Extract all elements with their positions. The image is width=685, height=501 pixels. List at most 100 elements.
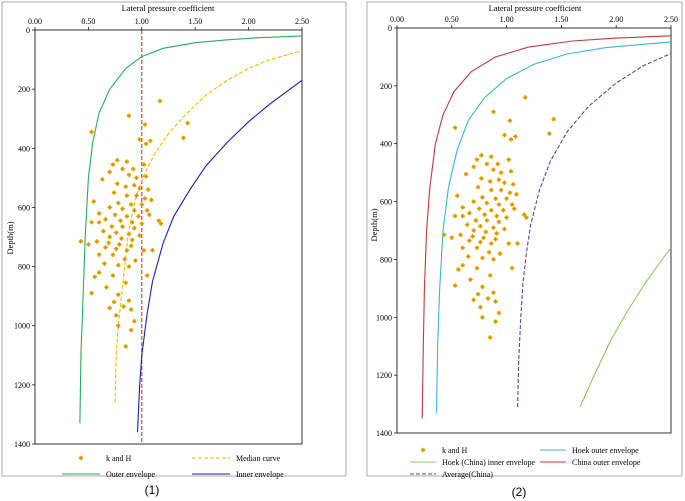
data-point	[504, 196, 509, 202]
data-point	[115, 200, 121, 206]
data-point	[137, 137, 143, 142]
data-point	[124, 159, 130, 164]
data-point	[130, 166, 136, 172]
data-point	[103, 244, 108, 250]
data-point	[481, 235, 486, 241]
panel-1-y-tick-label: 0	[26, 26, 30, 35]
panel-2-x-tick-label: 1.00	[500, 15, 514, 24]
panel-2-y-axis-title: Depth(m)	[369, 208, 379, 241]
data-point	[131, 225, 137, 231]
data-point	[94, 239, 100, 244]
data-point	[488, 241, 494, 246]
data-point	[139, 221, 145, 227]
data-point	[493, 236, 499, 242]
data-point	[137, 185, 143, 191]
data-point	[523, 215, 529, 220]
data-point	[144, 273, 150, 278]
data-point	[464, 222, 470, 228]
data-point	[480, 194, 485, 200]
data-point	[473, 217, 479, 223]
data-point	[498, 170, 504, 176]
data-point	[510, 181, 516, 187]
data-point	[142, 122, 148, 128]
data-point	[500, 207, 506, 213]
data-point	[147, 138, 153, 144]
data-point	[480, 255, 485, 261]
data-point	[124, 193, 130, 198]
data-point	[134, 175, 139, 181]
legend-item-hoek-outer-envelope: Hoek outer envelope	[540, 446, 639, 455]
panel-1-outer-envelope-line	[79, 35, 303, 424]
data-point	[139, 202, 145, 207]
data-point	[126, 264, 132, 269]
data-point	[502, 226, 507, 232]
data-point	[482, 212, 488, 217]
data-point	[113, 246, 119, 252]
legend-label: Hoek outer envelope	[572, 446, 639, 455]
legend-label: Average(China)	[442, 470, 493, 479]
panel-2-y-tick-label: 600	[380, 198, 392, 207]
data-point	[96, 270, 102, 275]
data-point	[452, 283, 458, 288]
panel-2-y-ticks: 0 200 400 600 800 1000 1200 1400	[376, 24, 397, 438]
data-point	[120, 224, 125, 230]
panel-1-x-tick-label: 1.00	[135, 17, 149, 26]
panel-2-x-tick-label: 0.00	[390, 15, 404, 24]
data-point	[493, 196, 499, 202]
data-point	[468, 277, 473, 283]
data-point	[485, 296, 491, 301]
panel-2-x-tick-label: 1.50	[554, 15, 568, 24]
data-point	[113, 230, 119, 235]
panel-1-x-tick-label: 0.00	[28, 17, 42, 26]
panel-2-y-tick-label: 400	[380, 140, 392, 149]
data-point	[142, 196, 148, 201]
data-point	[145, 187, 151, 193]
data-point	[131, 207, 137, 213]
data-point	[480, 314, 485, 320]
data-point	[551, 116, 557, 122]
panel-1-caption: (1)	[145, 483, 160, 497]
data-point	[474, 265, 480, 271]
data-point	[118, 218, 123, 224]
data-point	[99, 176, 105, 182]
panel-1-x-tick-label: 2.00	[242, 17, 256, 26]
data-point	[149, 197, 154, 203]
data-point	[474, 157, 480, 163]
data-point	[109, 224, 115, 230]
data-point	[452, 125, 458, 131]
data-point	[103, 216, 108, 222]
data-point	[115, 262, 121, 268]
data-point	[486, 249, 492, 255]
panel-2-series	[421, 35, 672, 419]
data-point	[86, 241, 91, 247]
data-point	[107, 305, 113, 311]
data-point	[493, 319, 499, 325]
data-point	[113, 312, 119, 318]
legend-item-outer-envelope: Outer envelope	[62, 470, 156, 479]
data-point	[460, 245, 466, 251]
data-point	[123, 280, 129, 286]
data-point	[465, 254, 471, 259]
data-point	[470, 233, 476, 239]
data-point	[507, 190, 513, 196]
data-point	[487, 272, 493, 278]
legend-item-k-and-h: k and H	[78, 454, 132, 463]
data-point	[128, 307, 134, 312]
data-point	[136, 213, 141, 219]
data-point	[452, 213, 458, 219]
data-point	[89, 129, 95, 135]
data-point	[509, 202, 515, 207]
panel-2-y-tick-label: 200	[380, 82, 392, 91]
legend-item-k-and-h: k and H	[420, 446, 468, 455]
data-point	[181, 135, 186, 141]
panel-2-x-tick-label: 2.50	[664, 15, 678, 24]
data-point	[115, 323, 121, 329]
data-point	[114, 181, 120, 187]
data-point	[475, 291, 481, 297]
panel-2-hoek-china-inner-envelope-line	[579, 247, 672, 408]
data-point	[89, 219, 95, 225]
panel-1-y-ticks: 0 200 400 600 800 1000 1200 1400	[14, 26, 35, 449]
data-point	[126, 113, 132, 119]
data-point	[128, 202, 134, 207]
